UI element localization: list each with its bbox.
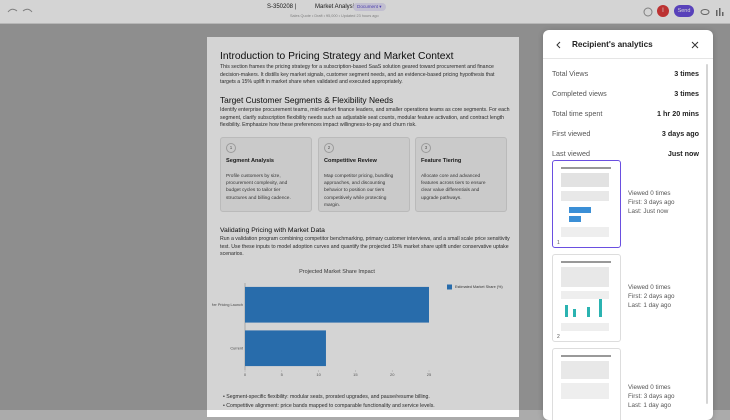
top-bar: S-350208 | Market Analysis Document ▾ Sa… <box>0 0 730 24</box>
card-text: Profile customers by size, procurement c… <box>226 174 291 201</box>
stat-label: Total Views <box>552 69 589 78</box>
bullet-text: Competitive alignment: price bands mappe… <box>226 403 435 409</box>
card-title: Competitive Review <box>324 158 377 164</box>
panel-title: Recipient's analytics <box>572 40 653 49</box>
x-tick-label: 10 <box>316 372 321 377</box>
avatar[interactable]: I <box>657 5 669 17</box>
heading: Validating Pricing with Market Data <box>220 227 325 234</box>
page-views: Viewed 0 times <box>628 190 671 197</box>
bar <box>245 286 429 323</box>
legend-swatch <box>447 284 452 290</box>
stat-label: Completed views <box>552 89 607 98</box>
page-thumbnail[interactable]: 3 <box>552 348 621 420</box>
page-first: First: 3 days ago <box>628 199 675 206</box>
card-number: 1 <box>226 143 236 153</box>
stat-value: 3 times <box>674 69 699 78</box>
help-icon[interactable] <box>643 7 653 17</box>
thumbnail-art: 2 <box>557 261 611 340</box>
thumbnail-art: 3 <box>561 355 611 399</box>
back-icon[interactable] <box>555 41 563 49</box>
page-views: Viewed 0 times <box>628 384 671 391</box>
card-number: 3 <box>421 143 431 153</box>
stat-value: 3 times <box>674 89 699 98</box>
card-number: 2 <box>324 143 334 153</box>
stat-value: 3 days ago <box>661 129 699 138</box>
divider <box>543 58 713 59</box>
legend-label: Estimated Market Share (%) <box>455 285 503 289</box>
page-thumbnail[interactable]: 2 <box>552 254 621 342</box>
page-thumbnail[interactable]: 1 <box>552 160 621 248</box>
bullet: • Competitive alignment: price bands map… <box>223 403 435 409</box>
doc-name[interactable]: Market Analysis <box>315 4 358 10</box>
x-tick-label: 15 <box>353 372 358 377</box>
bullet: • Segment-specific flexibility: modular … <box>223 394 430 400</box>
bullet-text: Segment-specific flexibility: modular se… <box>226 394 430 400</box>
page-last: Last: 1 day ago <box>628 302 672 309</box>
bar <box>245 330 326 367</box>
card: 2 Competitive Review Map competitor pricin… <box>318 137 410 212</box>
page-first: First: 2 days ago <box>628 293 675 300</box>
legend: Estimated Market Share (%) <box>447 284 503 290</box>
x-tick-label: 0 <box>244 372 247 377</box>
x-tick-label: 25 <box>427 372 432 377</box>
stat-label: First viewed <box>552 129 591 138</box>
stat-value: 1 hr 20 mins <box>657 109 699 118</box>
page-last: Last: Just now <box>628 208 669 215</box>
close-icon[interactable] <box>691 41 699 49</box>
stat-label: Total time spent <box>552 109 603 118</box>
stat-label: Last viewed <box>552 149 590 158</box>
thumbnail-art: 1 <box>557 167 611 246</box>
chart: Projected Market Share Impact 0 5 10 15 20 25… <box>209 269 503 377</box>
card-text: Map competitor pricing, bundling approac… <box>324 174 394 208</box>
doc-id: S-350208 | <box>267 4 297 10</box>
x-tick-label: 5 <box>281 372 284 377</box>
page-views: Viewed 0 times <box>628 284 671 291</box>
page-last: Last: 1 day ago <box>628 402 672 409</box>
stat-value: Just now <box>667 149 699 158</box>
doc-meta: Sales Quote • Draft • ¥5,000 • Updated 2… <box>290 14 379 18</box>
card-text: Allocate core and advanced features acro… <box>421 174 486 201</box>
card: 3 Feature Tiering Allocate core and advanc… <box>415 137 507 212</box>
page-number: 1 <box>557 240 560 246</box>
card-title: Feature Tiering <box>421 158 462 164</box>
card-title: Segment Analysis <box>226 158 274 164</box>
paragraph: This section frames the pricing strategy… <box>220 64 495 86</box>
y-tick-label: After Pricing Launch <box>209 303 243 307</box>
paragraph: Identify enterprise procurement teams, m… <box>220 107 510 129</box>
undo-redo[interactable] <box>6 6 34 16</box>
chart-title: Projected Market Share Impact <box>299 269 375 275</box>
page-first: First: 3 days ago <box>628 393 675 400</box>
doc-title: Introduction to Pricing Strategy and Mar… <box>220 51 454 62</box>
heading: Target Customer Segments & Flexibility N… <box>220 95 394 105</box>
view-icons[interactable] <box>700 7 726 17</box>
paragraph: Run a validation program combining compe… <box>220 236 510 258</box>
page-number: 2 <box>557 334 560 340</box>
analytics-panel: Recipient's analytics Total Views 3 times… <box>543 30 713 420</box>
y-tick-label: Current <box>230 346 244 350</box>
send-button[interactable]: Send <box>674 5 694 17</box>
scrollbar[interactable] <box>706 64 708 404</box>
category-labels: After Pricing Launch Current <box>209 303 244 351</box>
doc-badge[interactable]: Document ▾ <box>353 3 386 11</box>
x-tick-label: 20 <box>390 372 395 377</box>
card: 1 Segment Analysis Profile customers by si… <box>220 137 312 212</box>
